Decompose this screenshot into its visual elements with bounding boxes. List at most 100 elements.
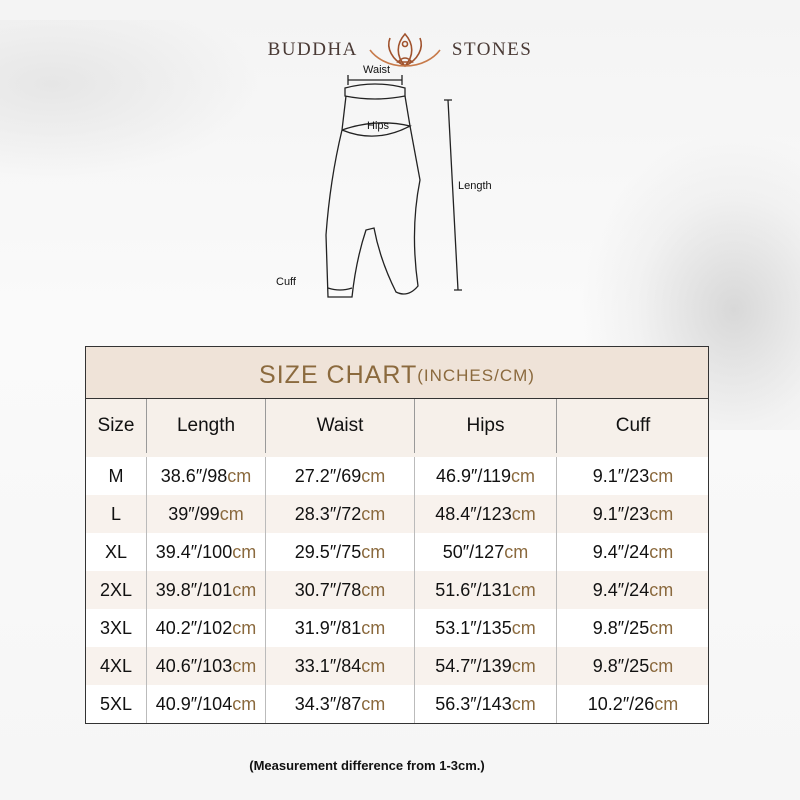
- measure-cell: 39″/99 cm: [146, 495, 265, 533]
- measure-value: 40.9″/104: [155, 693, 233, 714]
- measure-cell: 48.4″/123 cm: [414, 495, 556, 533]
- size-cell: 2XL: [99, 579, 133, 600]
- unit-cm: cm: [511, 465, 536, 486]
- header-length: Length: [146, 399, 265, 453]
- measure-cell: 29.5″/75 cm: [265, 533, 414, 571]
- measure-value: 56.3″/143: [435, 693, 512, 714]
- measure-cell: 9.8″/25 cm: [556, 647, 709, 685]
- measure-cell: 33.1″/84 cm: [265, 647, 414, 685]
- unit-cm: cm: [232, 541, 257, 562]
- measure-cell: 34.3″/87 cm: [265, 685, 414, 723]
- measure-value: 9.8″/25: [592, 655, 650, 676]
- pants-diagram: Waist Hips Length Cuff: [270, 60, 510, 315]
- brand-right: STONES: [451, 39, 533, 60]
- measure-cell: 39.4″/100 cm: [146, 533, 265, 571]
- measure-value: 40.6″/103: [155, 655, 233, 676]
- table-row: XL 39.4″/100 cm 29.5″/75 cm 50″/127 cm 9.4″/24 c…: [86, 533, 708, 571]
- measure-cell: 54.7″/139 cm: [414, 647, 556, 685]
- size-cell: 3XL: [99, 617, 133, 638]
- measure-cell: 9.4″/24 cm: [556, 533, 709, 571]
- table-body: M 38.6″/98 cm 27.2″/69 cm 46.9″/119 cm 9.1″/23 c…: [86, 457, 708, 723]
- measure-value: 39.8″/101: [155, 579, 233, 600]
- size-cell: M: [108, 465, 124, 486]
- brand-logo: BUDDHA STONES: [0, 30, 800, 70]
- measurement-note: (Measurement difference from 1-3cm.): [249, 758, 485, 773]
- unit-cm: cm: [511, 503, 536, 524]
- unit-cm: cm: [361, 541, 386, 562]
- header-hips: Hips: [414, 399, 556, 453]
- unit-cm: cm: [654, 693, 679, 714]
- size-cell: L: [110, 503, 121, 524]
- header-size: Size: [97, 415, 135, 436]
- measure-cell: 53.1″/135 cm: [414, 609, 556, 647]
- unit-cm: cm: [511, 693, 536, 714]
- size-chart-table: SIZE CHART (INCHES/CM) Size Length Waist …: [85, 346, 709, 724]
- measure-cell: 9.1″/23 cm: [556, 495, 709, 533]
- measure-value: 9.1″/23: [592, 465, 650, 486]
- measure-cell: 9.8″/25 cm: [556, 609, 709, 647]
- header-cuff: Cuff: [556, 399, 709, 453]
- title-text: SIZE CHART: [259, 361, 418, 389]
- title-unit: (INCHES/CM): [417, 365, 535, 385]
- brand-left: BUDDHA: [267, 39, 358, 60]
- measure-cell: 27.2″/69 cm: [265, 457, 414, 495]
- measure-cell: 9.4″/24 cm: [556, 571, 709, 609]
- unit-cm: cm: [361, 617, 386, 638]
- hips-label: Hips: [367, 120, 390, 132]
- measure-cell: 40.2″/102 cm: [146, 609, 265, 647]
- length-label: Length: [458, 180, 492, 192]
- measure-value: 54.7″/139: [435, 655, 512, 676]
- waist-label: Waist: [363, 64, 391, 76]
- measure-value: 9.1″/23: [592, 503, 650, 524]
- unit-cm: cm: [649, 541, 674, 562]
- measure-value: 27.2″/69: [294, 465, 362, 486]
- header-waist: Waist: [265, 399, 414, 453]
- table-row: 5XL 40.9″/104 cm 34.3″/87 cm 56.3″/143 cm 10.2″…: [86, 685, 708, 723]
- table-row: 4XL 40.6″/103 cm 33.1″/84 cm 54.7″/139 cm 9.8″/…: [86, 647, 708, 685]
- unit-cm: cm: [649, 617, 674, 638]
- unit-cm: cm: [232, 655, 257, 676]
- unit-cm: cm: [511, 579, 536, 600]
- unit-cm: cm: [219, 503, 244, 524]
- measure-cell: 56.3″/143 cm: [414, 685, 556, 723]
- measure-cell: 30.7″/78 cm: [265, 571, 414, 609]
- unit-cm: cm: [361, 579, 386, 600]
- measure-value: 31.9″/81: [294, 617, 362, 638]
- measure-value: 33.1″/84: [294, 655, 362, 676]
- measure-cell: 39.8″/101 cm: [146, 571, 265, 609]
- measure-value: 53.1″/135: [435, 617, 512, 638]
- lotus-meditation-icon: [369, 32, 441, 68]
- unit-cm: cm: [232, 579, 257, 600]
- measure-value: 39″/99: [168, 503, 220, 524]
- size-cell: 4XL: [99, 655, 133, 676]
- measure-value: 46.9″/119: [435, 465, 512, 486]
- measure-value: 39.4″/100: [155, 541, 233, 562]
- unit-cm: cm: [511, 617, 536, 638]
- table-row: 3XL 40.2″/102 cm 31.9″/81 cm 53.1″/135 cm 9.8″/…: [86, 609, 708, 647]
- measure-value: 40.2″/102: [155, 617, 233, 638]
- measure-value: 9.4″/24: [592, 579, 650, 600]
- measure-value: 28.3″/72: [294, 503, 362, 524]
- unit-cm: cm: [649, 465, 674, 486]
- unit-cm: cm: [511, 655, 536, 676]
- unit-cm: cm: [361, 503, 386, 524]
- header-row: Size Length Waist Hips Cuff: [86, 399, 708, 457]
- measure-value: 48.4″/123: [435, 503, 512, 524]
- cuff-label: Cuff: [276, 276, 296, 288]
- measure-value: 30.7″/78: [294, 579, 362, 600]
- measure-cell: 38.6″/98 cm: [146, 457, 265, 495]
- size-cell: XL: [104, 541, 128, 562]
- table-row: 2XL 39.8″/101 cm 30.7″/78 cm 51.6″/131 cm 9.4″/…: [86, 571, 708, 609]
- measure-value: 29.5″/75: [294, 541, 362, 562]
- measure-cell: 46.9″/119 cm: [414, 457, 556, 495]
- unit-cm: cm: [649, 503, 674, 524]
- measure-value: 9.8″/25: [592, 617, 650, 638]
- measure-value: 51.6″/131: [435, 579, 512, 600]
- background-mist: [0, 20, 260, 180]
- unit-cm: cm: [504, 541, 529, 562]
- pants-outline: [325, 75, 462, 298]
- measure-value: 9.4″/24: [592, 541, 650, 562]
- size-cell: 5XL: [99, 693, 133, 714]
- unit-cm: cm: [361, 465, 386, 486]
- measure-cell: 40.6″/103 cm: [146, 647, 265, 685]
